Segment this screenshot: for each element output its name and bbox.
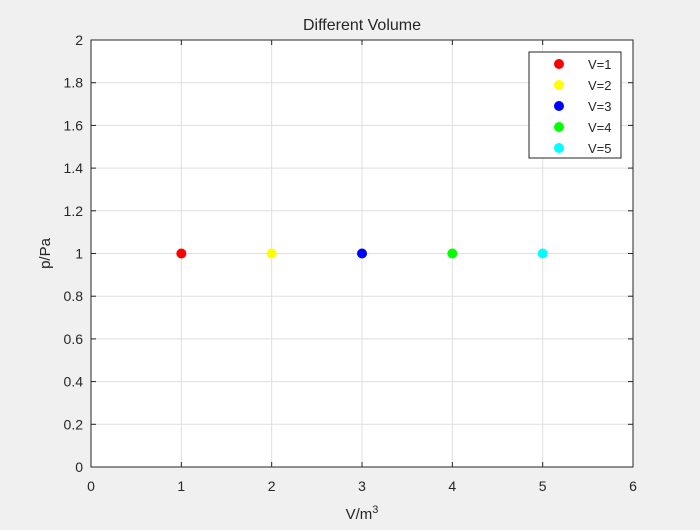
x-tick-label: 6 — [629, 478, 637, 494]
y-tick-label: 0.4 — [64, 374, 84, 390]
x-tick-label: 3 — [358, 478, 366, 494]
y-tick-label: 1.8 — [64, 75, 84, 91]
legend-box — [528, 51, 622, 159]
legend-label: V=3 — [588, 99, 612, 114]
data-point — [537, 248, 548, 259]
legend-label: V=1 — [588, 57, 612, 72]
x-tick-label: 2 — [268, 478, 276, 494]
y-tick-label: 0.2 — [64, 416, 84, 432]
y-tick-label: 1.6 — [64, 117, 84, 133]
chart-title: Different Volume — [303, 17, 421, 34]
y-tick-label: 0 — [75, 459, 83, 475]
y-axis-label: p/Pa — [37, 237, 54, 269]
y-tick-label: 1.4 — [64, 160, 84, 176]
legend: V=1 V=2 V=3 V=4 V=5 — [528, 51, 622, 159]
x-tick-label: 4 — [448, 478, 456, 494]
x-axis-label-superscript: 3 — [372, 504, 378, 516]
y-tick-label: 0.6 — [64, 331, 84, 347]
legend-label: V=4 — [588, 120, 612, 135]
data-point — [266, 248, 277, 259]
legend-marker — [554, 80, 564, 90]
x-axis-label: V/m3 — [346, 504, 379, 523]
legend-label: V=2 — [588, 78, 612, 93]
data-point — [447, 248, 458, 259]
y-tick-label: 1.2 — [64, 203, 84, 219]
legend-marker — [554, 59, 564, 69]
data-point — [357, 248, 367, 259]
x-tick-label: 0 — [87, 478, 95, 494]
legend-marker — [554, 143, 564, 153]
x-axis-label-base: V/m — [346, 506, 373, 523]
y-tick-label: 1 — [75, 246, 83, 262]
data-points — [176, 248, 548, 259]
ticks — [90, 39, 634, 468]
y-tick-label: 0.8 — [64, 288, 84, 304]
legend-marker — [554, 101, 564, 111]
x-tick-label: 1 — [177, 478, 185, 494]
legend-marker — [554, 122, 564, 132]
tick-labels: 0 1 2 3 4 5 6 0 0.2 0.4 0.6 0.8 1 1.2 1.4 1.6 1.8 2 — [64, 32, 638, 494]
x-tick-label: 5 — [539, 478, 547, 494]
data-point — [176, 248, 187, 259]
legend-label: V=5 — [588, 141, 612, 156]
y-tick-label: 2 — [75, 32, 83, 48]
